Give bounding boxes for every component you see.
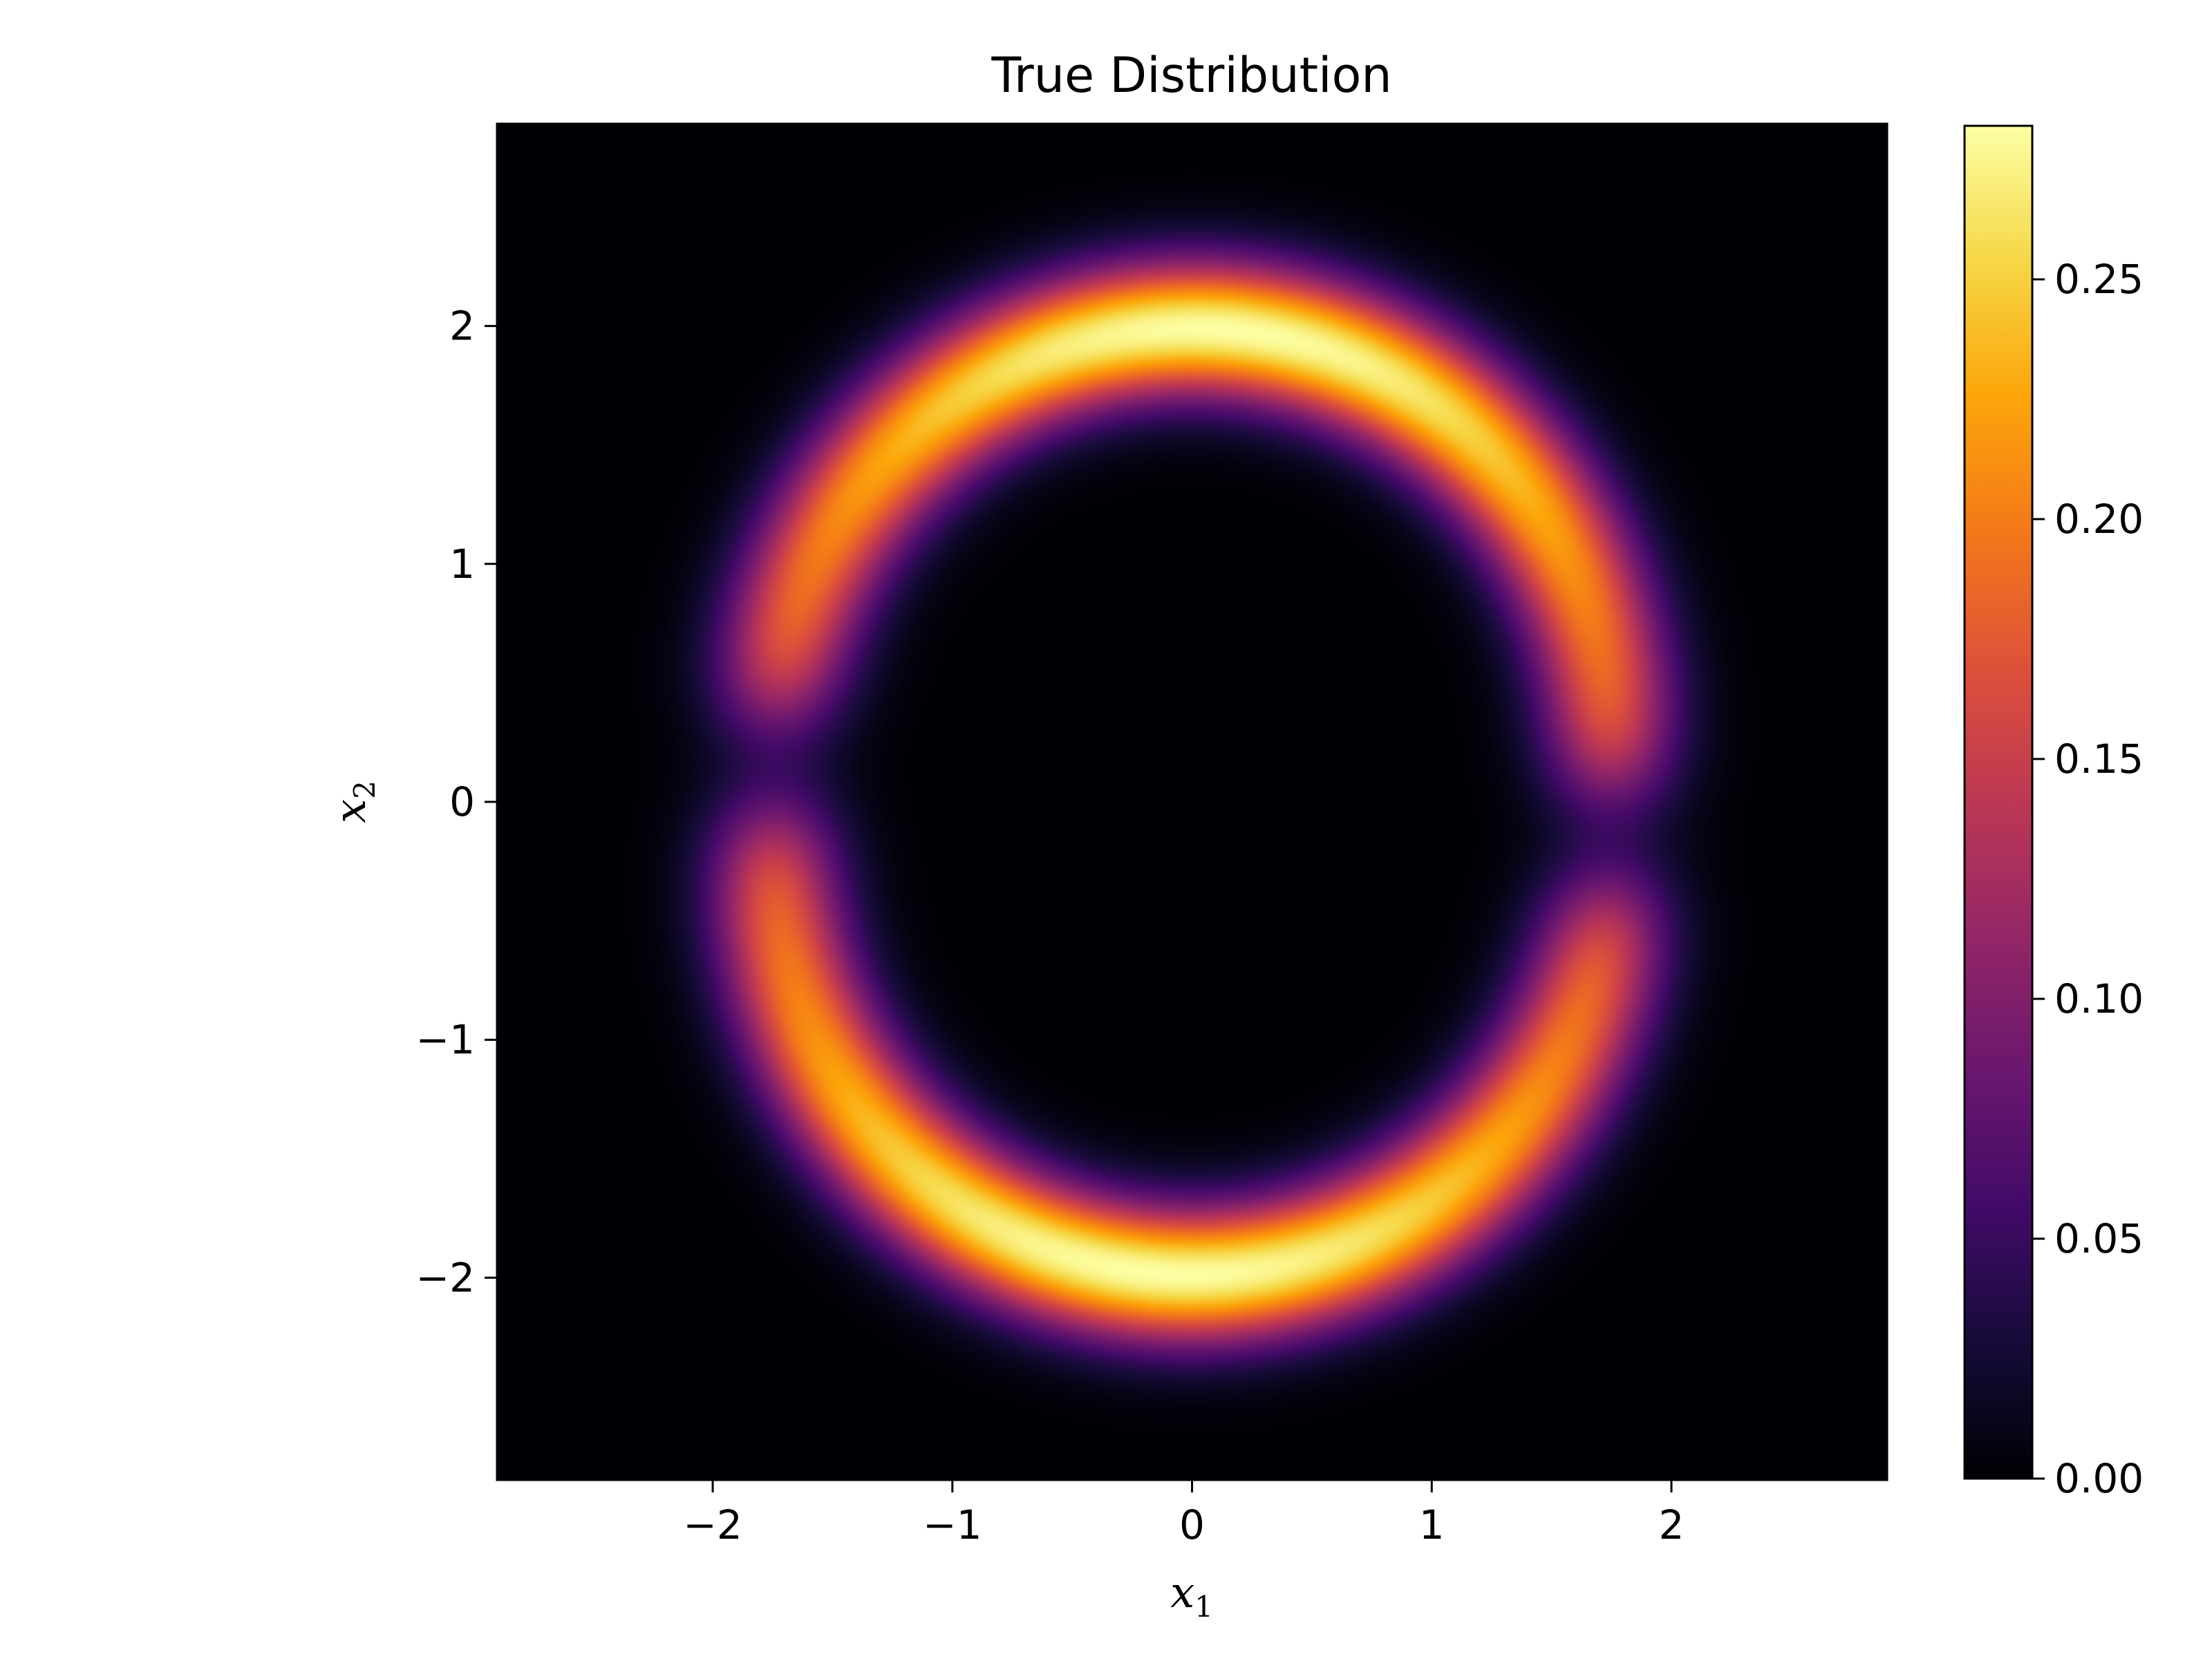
colorbar-tick-label: 0.10 bbox=[2054, 975, 2144, 1022]
y-axis-label-main: x bbox=[325, 799, 375, 823]
x-tick-label: 2 bbox=[1658, 1501, 1684, 1548]
x-tick-label: −1 bbox=[923, 1501, 982, 1548]
x-axis-label-sub: 1 bbox=[1194, 1590, 1213, 1624]
x-tick-label: −2 bbox=[683, 1501, 742, 1548]
y-tick-label: −2 bbox=[416, 1254, 476, 1301]
x-tick-label: 0 bbox=[1179, 1501, 1205, 1548]
colorbar-ticks: 0.00 0.05 0.10 0.15 0.20 0.25 bbox=[2032, 256, 2144, 1502]
y-axis-label-sub: 2 bbox=[348, 780, 382, 799]
colorbar-tick-label: 0.20 bbox=[2054, 496, 2144, 543]
x-axis-label-main: x bbox=[1170, 1567, 1194, 1618]
plot-frame bbox=[496, 122, 1888, 1481]
y-tick-label: 1 bbox=[449, 541, 475, 588]
y-tick-label: −1 bbox=[416, 1016, 476, 1063]
colorbar-tick-label: 0.00 bbox=[2054, 1455, 2144, 1502]
y-axis-label: x2 bbox=[325, 780, 382, 823]
colorbar-tick-label: 0.25 bbox=[2054, 256, 2144, 303]
y-axis-ticks: −2 −1 0 1 2 bbox=[416, 303, 497, 1301]
y-tick-label: 2 bbox=[449, 303, 475, 350]
colorbar-tick-label: 0.15 bbox=[2054, 735, 2144, 782]
y-tick-label: 0 bbox=[449, 778, 475, 825]
x-axis-ticks: −2 −1 0 1 2 bbox=[683, 1480, 1684, 1548]
density-heatmap bbox=[497, 124, 1887, 1480]
colorbar bbox=[1963, 124, 2034, 1480]
x-axis-label: x1 bbox=[1170, 1567, 1213, 1624]
x-tick-label: 1 bbox=[1419, 1501, 1445, 1548]
colorbar-tick-label: 0.05 bbox=[2054, 1215, 2144, 1262]
chart-title: True Distribution bbox=[991, 47, 1391, 104]
